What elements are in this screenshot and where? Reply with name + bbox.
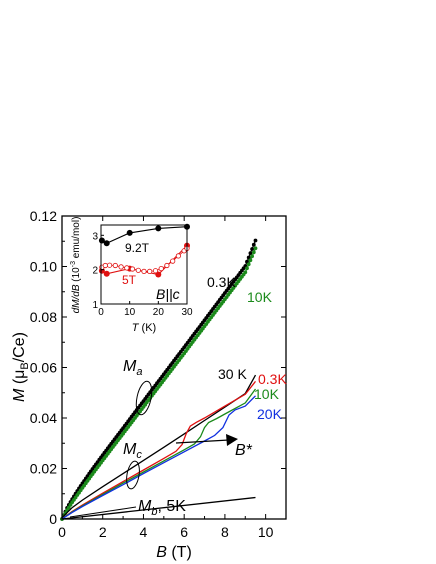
series-mc-0-3k-line [61,380,257,520]
inset-series-5t-band-point-13 [170,258,176,264]
y-tick-label-6: 0.12 [30,208,57,224]
series-mc-20k-line [61,395,256,520]
x-axis-label: B (T) [156,544,192,561]
x-tick-label-5: 10 [258,524,274,540]
x-tick-label-1: 2 [99,524,107,540]
inset-y-axis-label: dM/dB (10-3 emu/mol) [70,217,82,314]
inset-series-5t-band-point-4 [118,264,124,270]
inset-series-5t-band-point-3 [112,262,118,269]
inset-series-5t-band-point-14 [175,253,181,259]
mb-pointer-line [69,506,137,518]
inset-series-9-2t-point-3 [155,225,162,232]
inset-y-tick-label-2: 3 [92,231,98,242]
y-tick-label-5: 0.10 [30,259,57,275]
inset-x-axis-label: T (K) [132,322,156,334]
x-tick-label-4: 8 [221,524,229,540]
inset-series-5t-band-point-5 [124,265,130,271]
inset-series-5t-band-point-10 [152,268,159,274]
ma-ellipse [135,380,153,416]
label-ma-0-3k: 0.3K [207,274,236,290]
inset-y-tick-label-0: 1 [92,300,98,311]
x-tick-label-2: 4 [140,524,148,540]
series-ma-10k-point-111 [248,258,253,263]
y-tick-label-4: 0.08 [30,309,57,325]
inset-series-5t-band-point-8 [141,268,147,274]
label-bstar: B* [235,442,253,459]
x-tick-label-3: 6 [180,524,188,540]
label-mc-20k: 20K [257,406,283,422]
inset-y-tick-label-1: 2 [92,266,98,277]
inset-series-9-2t-point-1 [103,240,110,247]
inset-series-5t-band-point-12 [164,262,170,269]
series-mb-5k-line [61,496,256,520]
inset-series-5t-band-point-6 [129,266,136,272]
mc-ellipse [126,460,140,490]
inset-series-5t-band-point-2 [107,262,113,268]
series-ma-10k-point-110 [246,262,251,267]
label-mc-30k: 30 K [218,366,247,382]
inset-axis-ticks: 0 10 20 30 1 2 3 [92,231,193,318]
series-ma-0-3k-point-110 [246,255,251,260]
y-tick-label-2: 0.04 [30,410,57,426]
inset-series-9-2t-point-0 [98,237,105,244]
label-ma-10k: 10K [247,289,273,305]
series-ma-10k-point-112 [250,254,255,259]
inset-series-9-2t-point-2 [126,229,133,236]
inset-x-tick-label-3: 30 [181,307,193,318]
series-ma-0-3k-point-112 [250,247,255,251]
series-ma-10k-point-4 [66,505,71,510]
inset-series-5t-band-point-1 [102,262,108,269]
y-axis-label: M (μB/Ce) [11,332,31,402]
series-ma-10k-point-114 [253,246,258,251]
label-ma: Ma [123,358,142,378]
inset-x-tick-label-1: 10 [124,307,136,318]
inset-series-5t-point-3 [155,271,162,278]
series-ma-10k-point-109 [245,266,249,271]
y-tick-label-3: 0.06 [30,360,57,376]
inset-label-5t: 5T [122,273,137,287]
inset-x-tick-label-2: 20 [153,307,165,318]
series-ma-0-3k-point-114 [253,238,258,243]
inset-frame [100,224,188,305]
bstar-arrowhead [226,434,238,446]
series-mc-10k-line [61,388,257,520]
series-ma-0-3k-point-111 [248,251,253,256]
series-ma-10k-point-113 [251,250,256,255]
bstar-arrow-line [175,439,230,444]
y-tick-label-1: 0.02 [30,461,57,477]
inset-series-5t-point-1 [103,270,110,277]
inset-x-tick-label-0: 0 [98,307,104,318]
label-mc-10k: 10K [254,386,280,402]
label-mb: Mb, 5K [138,498,186,518]
inset-label-b-parallel-c: B||c [156,286,180,302]
inset-series-5t-band-point-11 [158,265,164,272]
inset-series-5t-band-point-9 [147,268,153,274]
inset-label-9-2t: 9.2T [125,241,150,255]
main-plot-data [60,238,258,521]
series-ma-0-3k-point-113 [251,242,256,247]
series-ma-10k-point-108 [243,270,248,275]
label-mc: Mc [123,441,142,461]
inset-series-5t-band-point-7 [135,267,141,273]
label-mc-0-3k: 0.3K [258,371,287,387]
y-tick-label-0: 0 [49,511,57,527]
x-tick-label-0: 0 [58,524,66,540]
